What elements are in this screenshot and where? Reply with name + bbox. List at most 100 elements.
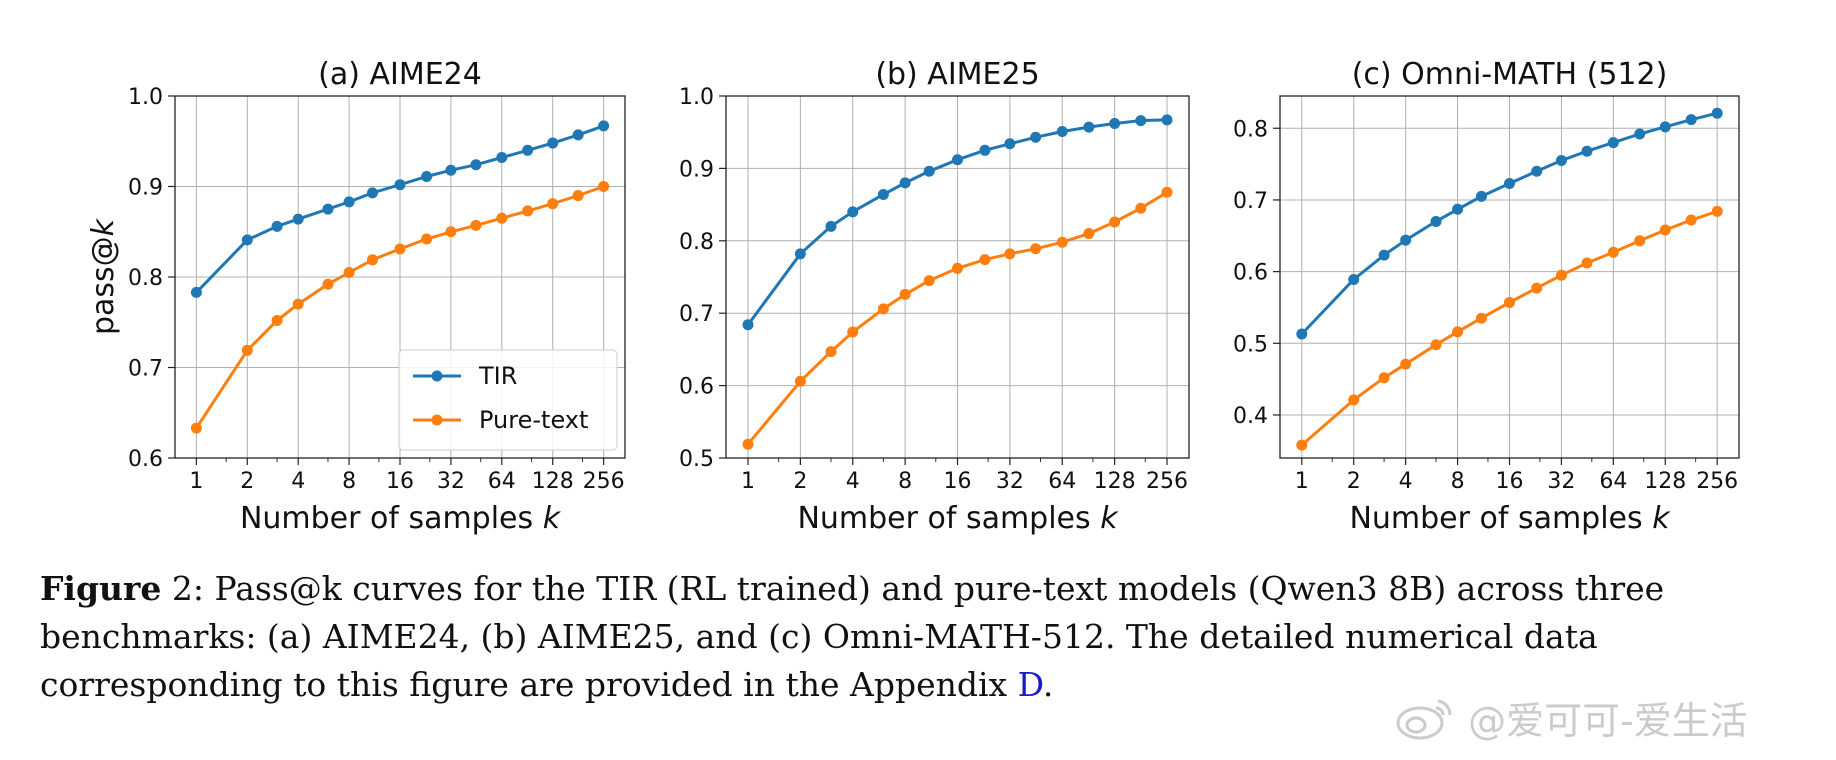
legend-marker — [431, 414, 443, 426]
data-point — [1161, 186, 1173, 198]
legend: TIR Pure-text — [398, 349, 618, 451]
data-point — [572, 190, 584, 202]
data-point — [1685, 114, 1697, 126]
data-point — [899, 177, 911, 189]
x-tick-label: 2 — [793, 469, 807, 494]
data-point — [394, 179, 406, 191]
series-line — [746, 191, 1168, 446]
data-point — [1531, 165, 1543, 177]
x-tick-label: 1 — [741, 469, 755, 494]
legend-label: Pure-text — [479, 406, 588, 434]
appendix-link[interactable]: D — [1017, 665, 1043, 704]
x-tick-label: 4 — [291, 469, 305, 494]
x-tick-label: 32 — [1547, 469, 1575, 494]
data-point — [742, 438, 754, 450]
y-tick-label: 0.7 — [679, 302, 714, 327]
y-tick-label: 0.8 — [1233, 117, 1268, 142]
data-point — [1083, 228, 1095, 240]
data-point — [190, 422, 202, 434]
x-axis-label: Number of samples k — [1349, 501, 1671, 536]
data-point — [496, 152, 508, 164]
series-line — [1300, 111, 1718, 336]
x-tick-label: 2 — [240, 469, 254, 494]
x-tick-label: 128 — [1644, 469, 1686, 494]
data-point — [1109, 216, 1121, 228]
data-point — [1581, 145, 1593, 157]
data-point — [1348, 394, 1360, 406]
x-tick-label: 128 — [1094, 469, 1136, 494]
data-point — [1555, 155, 1567, 167]
y-tick-label: 0.9 — [128, 176, 163, 201]
y-tick-label: 1.0 — [128, 85, 163, 110]
data-point — [1607, 246, 1619, 258]
data-point — [1659, 224, 1671, 236]
data-point — [1004, 248, 1016, 260]
series-line — [746, 118, 1168, 326]
x-axis-label-text: Number of samples — [1349, 501, 1652, 536]
data-point — [1504, 296, 1515, 308]
data-point — [522, 205, 534, 217]
data-point — [190, 286, 202, 298]
data-point — [1711, 205, 1723, 217]
data-point — [1135, 115, 1147, 127]
data-point — [343, 266, 355, 278]
data-point — [847, 206, 859, 218]
data-point — [366, 254, 378, 266]
x-tick-label: 16 — [944, 469, 972, 494]
y-axis-label-text: pass@ — [86, 236, 121, 335]
caption-label: Figure — [40, 569, 162, 608]
x-tick-label: 8 — [1451, 469, 1465, 494]
data-point — [322, 203, 334, 215]
x-tick-label: 1 — [189, 469, 203, 494]
x-tick-label: 4 — [1399, 469, 1413, 494]
x-tick-label: 1 — [1295, 469, 1309, 494]
x-tick-label: 32 — [437, 469, 465, 494]
y-tick-label: 0.5 — [679, 447, 714, 472]
data-point — [241, 234, 253, 246]
series-line — [195, 124, 605, 294]
x-tick-label: 256 — [1696, 469, 1738, 494]
data-point — [572, 129, 584, 141]
data-point — [1634, 235, 1646, 247]
chart-title: (b) AIME25 — [875, 57, 1039, 92]
data-point — [1400, 234, 1412, 246]
data-point — [1475, 190, 1487, 202]
x-tick-label: 8 — [898, 469, 912, 494]
y-tick-label: 0.8 — [128, 266, 163, 291]
data-point — [1378, 372, 1390, 384]
data-point — [1452, 203, 1464, 215]
data-point — [421, 171, 433, 183]
data-point — [952, 262, 963, 274]
caption-text: : Pass@k curves for the TIR (RL trained)… — [40, 569, 1665, 704]
data-point — [445, 226, 457, 238]
data-point — [1607, 137, 1619, 149]
data-point — [877, 303, 889, 315]
data-point — [1378, 249, 1390, 261]
series-pure-text — [742, 186, 1173, 450]
x-axis-label-text: Number of samples — [240, 501, 543, 536]
x-axis-label: Number of samples k — [240, 501, 562, 536]
data-point — [1004, 138, 1016, 150]
chart-panel-1: 1 2 4 8 16 32 64 128 256 0.6 0.7 0.8 0.9 1.0 (a) AIME2… — [86, 57, 626, 536]
data-point — [1711, 107, 1723, 119]
x-tick-label: 64 — [488, 469, 516, 494]
data-point — [322, 278, 334, 290]
y-tick-label: 1.0 — [679, 85, 714, 110]
series-tir — [742, 114, 1173, 331]
x-tick-label: 256 — [1146, 469, 1188, 494]
data-point — [847, 326, 859, 338]
data-point — [292, 298, 304, 310]
y-tick-label: 0.8 — [679, 230, 714, 255]
x-tick-label: 64 — [1048, 469, 1076, 494]
data-point — [271, 220, 283, 232]
figure-caption: Figure 2: Pass@k curves for the TIR (RL … — [40, 565, 1800, 709]
weibo-icon — [1396, 699, 1452, 739]
data-point — [1504, 177, 1515, 189]
x-tick-label: 16 — [1496, 469, 1524, 494]
y-tick-label: 0.6 — [128, 447, 163, 472]
y-tick-label: 0.7 — [128, 357, 163, 382]
data-point — [899, 288, 911, 300]
data-point — [1135, 202, 1147, 214]
watermark-text: @爱可可-爱生活 — [1468, 699, 1748, 743]
